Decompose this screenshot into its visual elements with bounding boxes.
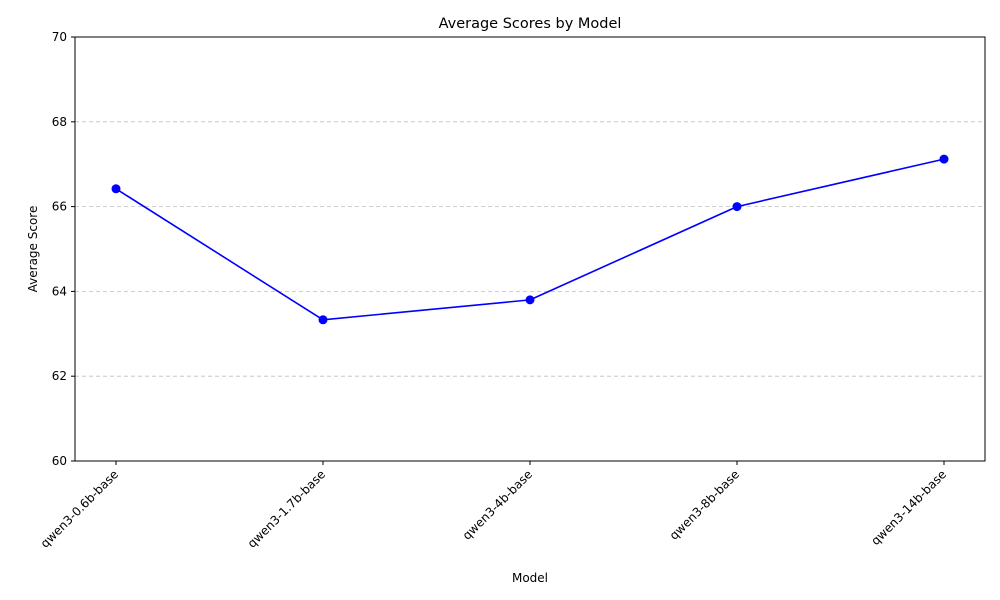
grid-layer — [75, 121, 985, 377]
y-axis: 60 62 64 66 68 70 — [52, 30, 75, 468]
y-tick-label: 64 — [52, 284, 67, 298]
data-point — [318, 315, 328, 325]
x-axis-title: Model — [512, 571, 548, 585]
y-tick-label: 66 — [52, 200, 67, 214]
x-tick-label: qwen3-8b-base — [667, 467, 742, 542]
y-tick-label: 62 — [52, 369, 67, 383]
series-layer — [111, 154, 949, 325]
x-tick-label: qwen3-0.6b-base — [38, 467, 121, 550]
x-tick-label: qwen3-14b-base — [868, 467, 949, 548]
y-axis-title: Average Score — [26, 206, 40, 293]
data-point — [939, 154, 949, 164]
data-point — [525, 295, 535, 305]
x-tick-label: qwen3-4b-base — [460, 467, 535, 542]
y-tick-label: 60 — [52, 454, 67, 468]
x-tick-label: qwen3-1.7b-base — [245, 467, 328, 550]
data-point — [111, 184, 121, 194]
data-point — [732, 202, 742, 212]
y-tick-label: 68 — [52, 115, 67, 129]
chart-title: Average Scores by Model — [439, 16, 622, 32]
x-axis: qwen3-0.6b-base qwen3-1.7b-base qwen3-4b-b… — [38, 461, 949, 551]
y-tick-label: 70 — [52, 30, 67, 44]
